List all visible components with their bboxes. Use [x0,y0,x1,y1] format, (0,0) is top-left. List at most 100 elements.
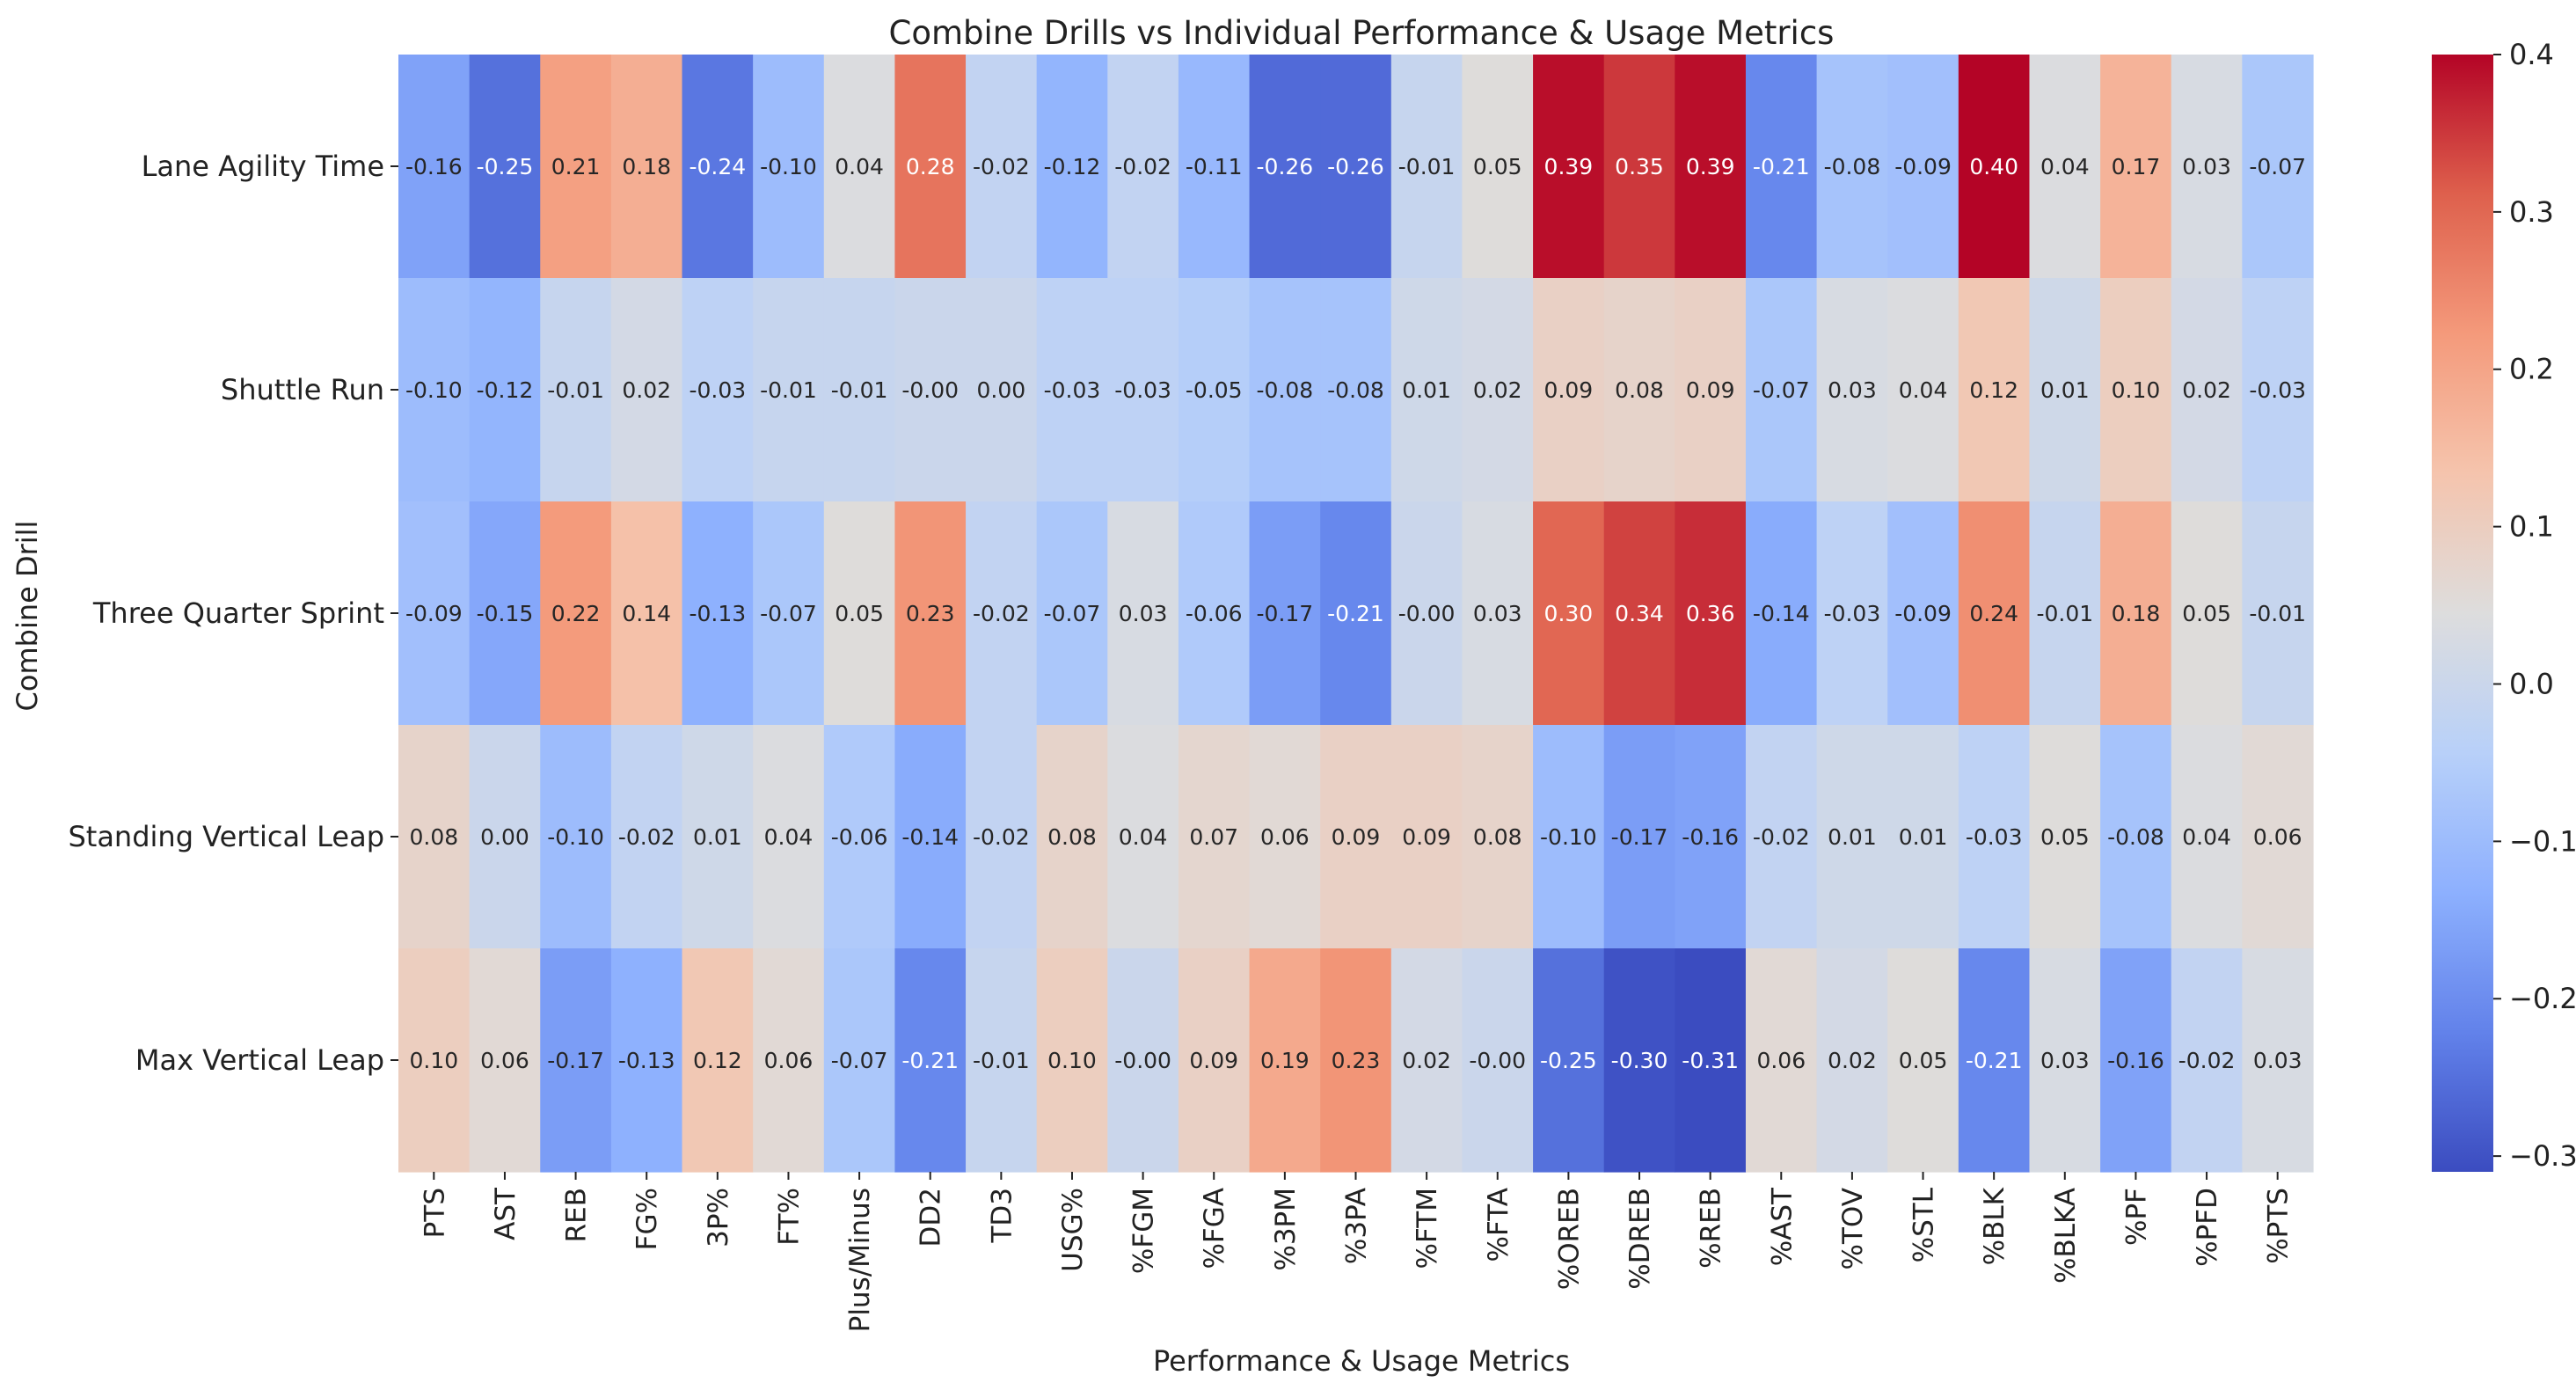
column-label: %BLKA [2050,1188,2082,1284]
cell-value-label: -0.12 [1044,154,1101,179]
cell-value-label: 0.05 [1899,1048,1948,1073]
heatmap-cell [894,501,967,726]
row-label: Standing Vertical Leap [68,820,384,853]
cell-value-label: 0.04 [2182,824,2231,850]
heatmap-cell [1816,948,1888,1173]
heatmap-cell [398,725,471,949]
heatmap-cell [1745,501,1818,726]
cell-value-label: 0.06 [1260,824,1310,850]
heatmap-cell [823,948,896,1173]
cell-value-label: -0.07 [760,601,817,626]
column-label: %FTM [1412,1188,1443,1269]
column-label: PTS [419,1188,450,1238]
heatmap-cell [1178,948,1251,1173]
cell-value-label: 0.39 [1544,154,1594,179]
cell-value-label: -0.01 [973,1048,1030,1073]
cell-value-label: -0.08 [1824,154,1881,179]
heatmap-cell [2029,948,2101,1173]
cell-value-label: -0.02 [618,824,675,850]
cell-value-label: 0.02 [1402,1048,1451,1073]
column-label: FT% [773,1188,805,1246]
cell-value-label: 0.28 [906,154,955,179]
column-label: %STL [1908,1187,1940,1262]
cell-value-label: -0.01 [760,377,817,403]
cell-value-label: 0.03 [1473,601,1522,626]
cell-value-label: 0.09 [1686,377,1735,403]
heatmap-cell [1887,278,1959,502]
heatmap-cell [1249,725,1321,949]
chart-title: Combine Drills vs Individual Performance… [889,14,1835,52]
cell-value-label: -0.07 [1044,601,1101,626]
column-label: %BLK [1979,1187,2010,1265]
cell-value-label: 0.03 [2040,1048,2090,1073]
heatmap-cell [1675,55,1747,279]
x-axis-label: Performance & Usage Metrics [1153,1344,1570,1378]
cell-value-label: 0.04 [2040,154,2090,179]
heatmap-cell [2171,55,2243,279]
heatmap-cell [2242,55,2314,279]
cell-value-label: -0.01 [1398,154,1456,179]
heatmap-cell [1675,725,1747,949]
heatmap-cell [966,948,1038,1173]
heatmap-cell [1390,501,1463,726]
cell-value-label: 0.01 [1402,377,1451,403]
cell-value-label: -0.10 [1540,824,1597,850]
heatmap-cell [966,278,1038,502]
heatmap-cell [2242,725,2314,949]
heatmap-cell [398,278,471,502]
cell-value-label: 0.05 [835,601,884,626]
column-label: %FGA [1199,1188,1230,1269]
heatmap-cell [753,725,825,949]
cell-value-label: -0.08 [1327,377,1384,403]
cell-value-label: 0.12 [693,1048,742,1073]
cell-value-label: -0.02 [2178,1048,2236,1073]
cell-value-label: 0.00 [977,377,1026,403]
heatmap-cell [1036,278,1108,502]
heatmap-cell [1390,55,1463,279]
cell-value-label: 0.03 [2253,1048,2302,1073]
heatmap-cell [1533,278,1605,502]
heatmap-cell [1745,278,1818,502]
heatmap-cell [2029,278,2101,502]
heatmap-cell [682,501,754,726]
cell-value-label: 0.23 [1332,1048,1381,1073]
column-label: AST [490,1187,522,1240]
heatmap-cell [1036,55,1108,279]
column-label: %3PA [1341,1188,1373,1264]
cell-value-label: -0.07 [2249,154,2306,179]
cell-value-label: -0.31 [1682,1048,1739,1073]
cell-value-label: -0.02 [973,601,1030,626]
colorbar [2432,55,2493,1172]
cell-value-label: -0.10 [547,824,604,850]
cell-value-label: -0.03 [1824,601,1881,626]
heatmap-cell [1603,948,1675,1173]
colorbar-tick-label: 0.2 [2509,353,2554,386]
heatmap-cell [2100,55,2172,279]
cell-value-label: -0.00 [901,377,959,403]
heatmap-cell [1320,948,1392,1173]
heatmap-cell [1675,501,1747,726]
cell-value-label: -0.10 [760,154,817,179]
cell-value-label: -0.24 [689,154,746,179]
cell-value-label: -0.02 [1753,824,1810,850]
cell-value-label: -0.02 [1114,154,1171,179]
cell-value-label: 0.00 [480,824,529,850]
heatmap-cell [469,55,541,279]
colorbar-tick-label: 0.0 [2509,667,2554,700]
column-label: %DREB [1624,1188,1656,1290]
column-label: FG% [631,1188,663,1250]
cell-value-label: 0.06 [2253,824,2302,850]
heatmap-cell [1958,501,2031,726]
row-label: Shuttle Run [221,373,384,406]
cell-value-label: 0.06 [480,1048,529,1073]
cell-value-label: 0.03 [1119,601,1168,626]
cell-value-label: -0.00 [1398,601,1456,626]
heatmap-cell [610,948,683,1173]
cell-value-label: -0.17 [1257,601,1314,626]
cell-value-label: 0.09 [1189,1048,1238,1073]
cell-value-label: 0.08 [1473,824,1522,850]
cell-value-label: -0.01 [547,377,604,403]
heatmap-cell [1320,725,1392,949]
heatmap-cell [682,55,754,279]
cell-value-label: -0.14 [1753,601,1810,626]
